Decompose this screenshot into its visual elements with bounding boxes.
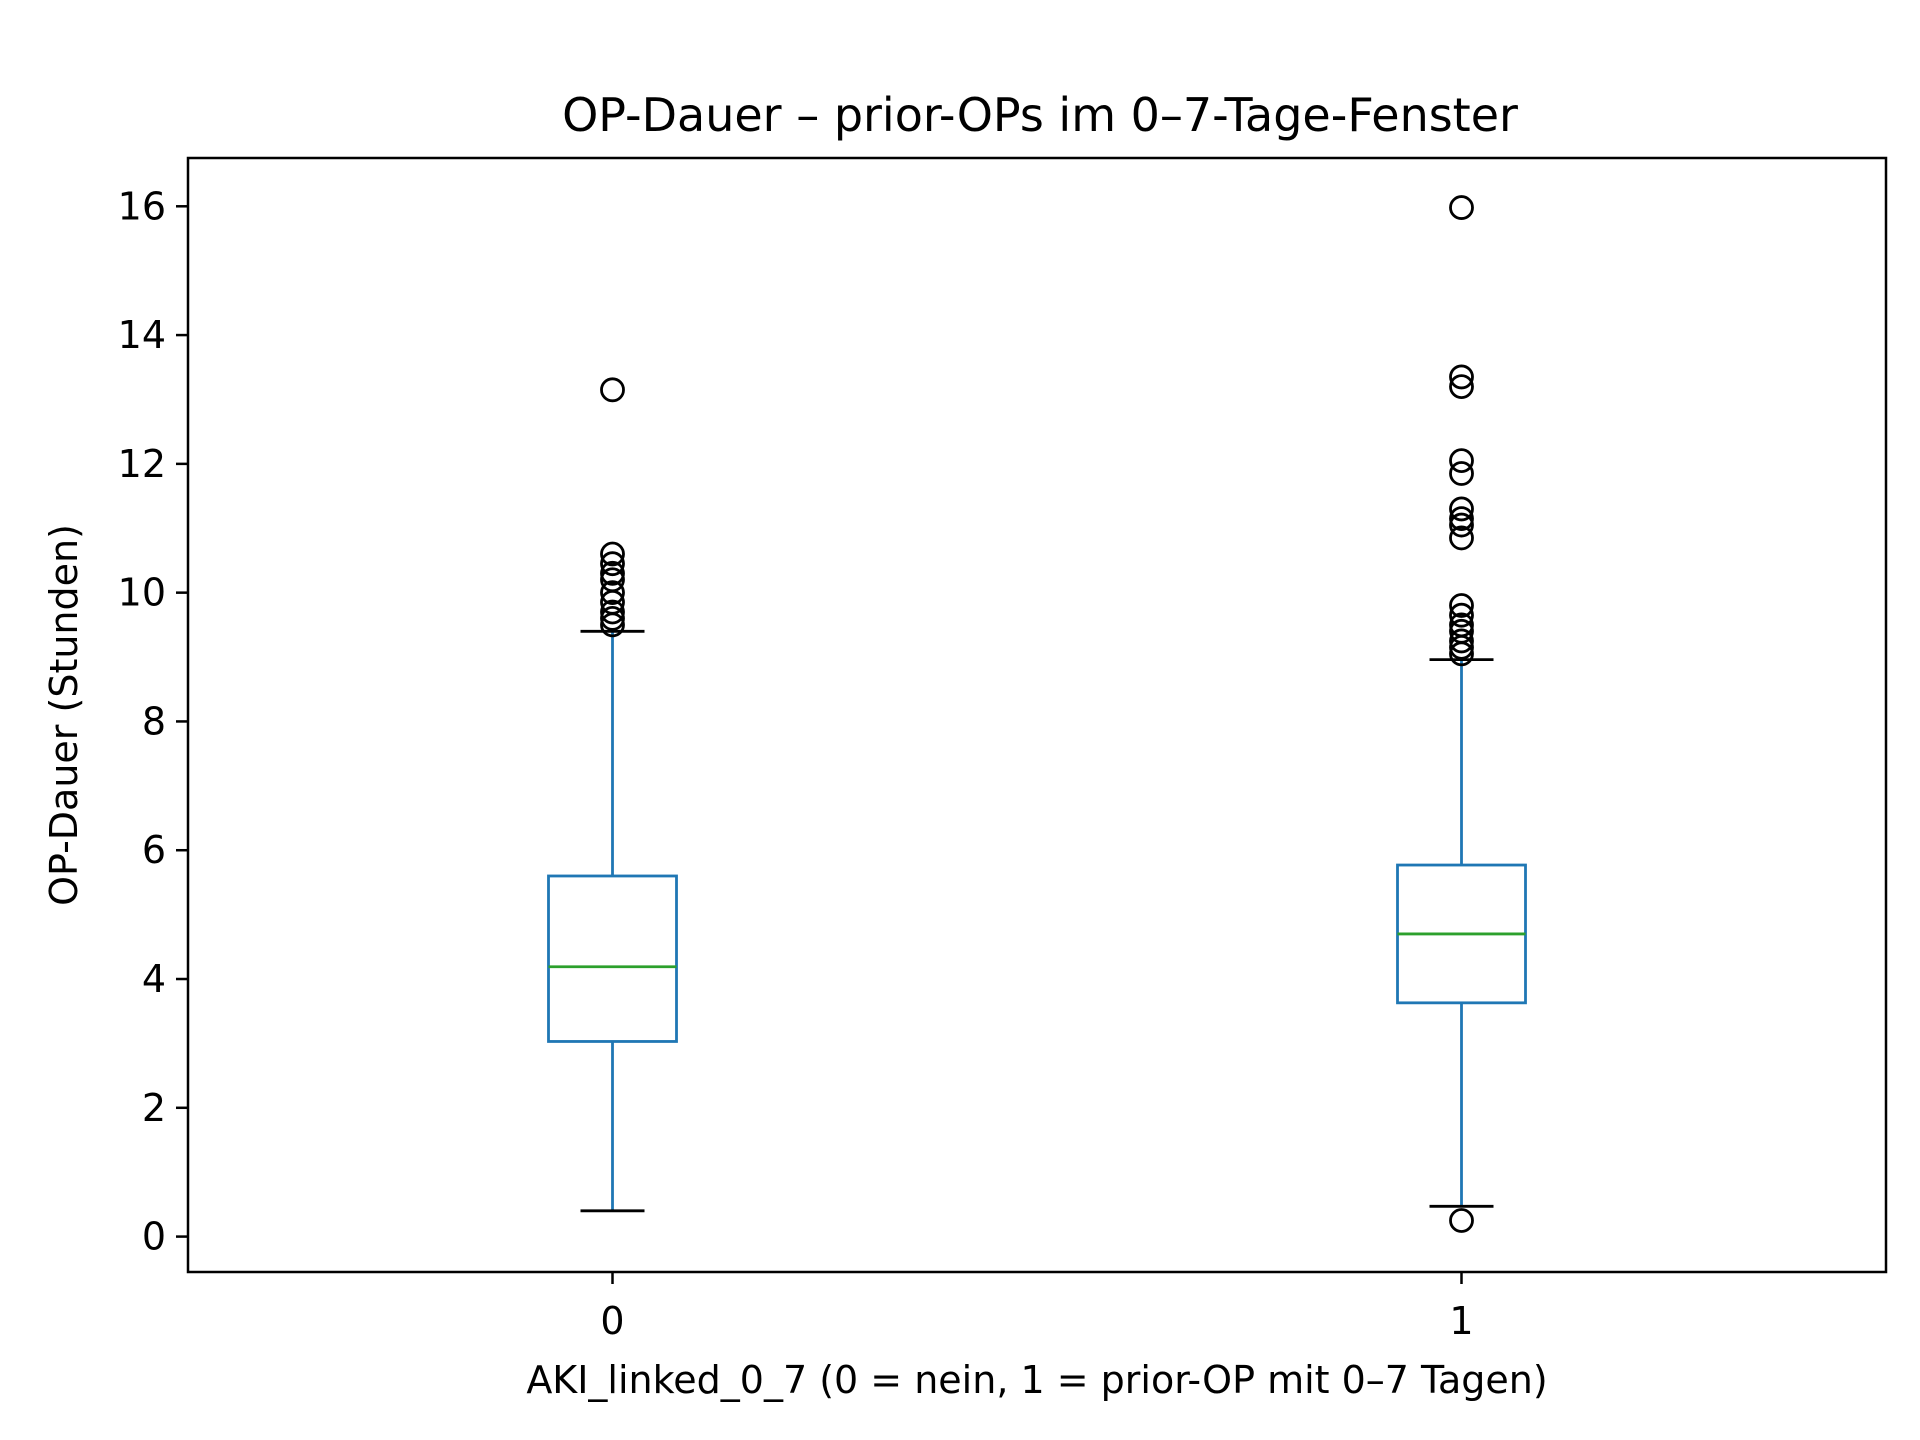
outlier-point [1449, 195, 1474, 220]
x-tick-label: 0 [600, 1299, 624, 1343]
outlier-point [1449, 593, 1474, 618]
chart-title: OP-Dauer – prior-OPs im 0–7-Tage-Fenster [562, 88, 1518, 142]
outlier-point [1449, 612, 1474, 638]
y-axis: 0 2 4 6 8 10 12 14 16 [118, 184, 188, 1259]
outlier-point [600, 599, 625, 625]
y-tick-label: 14 [118, 313, 166, 357]
x-axis-label: AKI_linked_0_7 (0 = nein, 1 = prior-OP m… [526, 1358, 1547, 1402]
x-tick-label: 1 [1449, 1299, 1473, 1343]
box-group-1 [1396, 195, 1527, 1233]
y-tick-label: 8 [142, 699, 166, 743]
outlier-point [1449, 496, 1474, 522]
outlier-point [1449, 461, 1474, 486]
outlier-point [1449, 506, 1474, 532]
y-tick-label: 6 [142, 828, 166, 872]
box-group-0 [547, 377, 678, 1213]
outlier-point [1449, 364, 1474, 390]
y-tick-label: 10 [118, 571, 166, 615]
y-tick-label: 4 [142, 957, 166, 1001]
outlier-point [1449, 374, 1474, 399]
outlier-point [1449, 525, 1474, 551]
outlier-point [1449, 448, 1474, 474]
outlier-point [600, 377, 625, 403]
y-axis-label: OP-Dauer (Stunden) [42, 524, 86, 906]
y-tick-label: 2 [142, 1086, 166, 1130]
outlier-point [600, 560, 625, 586]
outlier-point [600, 580, 625, 606]
outlier-point [600, 567, 625, 593]
outlier-point [600, 541, 625, 567]
outlier-point [600, 606, 625, 631]
outlier-point [1449, 618, 1474, 644]
plot-area [547, 195, 1527, 1233]
y-tick-label: 0 [142, 1215, 166, 1259]
iqr-box [547, 874, 678, 1043]
outlier-point [1449, 512, 1474, 538]
outlier-point [1449, 1208, 1474, 1233]
y-tick-label: 16 [118, 184, 166, 228]
outlier-point [600, 551, 625, 577]
axes-frame [186, 156, 1888, 1274]
y-tick-label: 12 [118, 442, 166, 486]
outlier-point [1449, 602, 1474, 628]
outlier-point [1449, 628, 1474, 654]
